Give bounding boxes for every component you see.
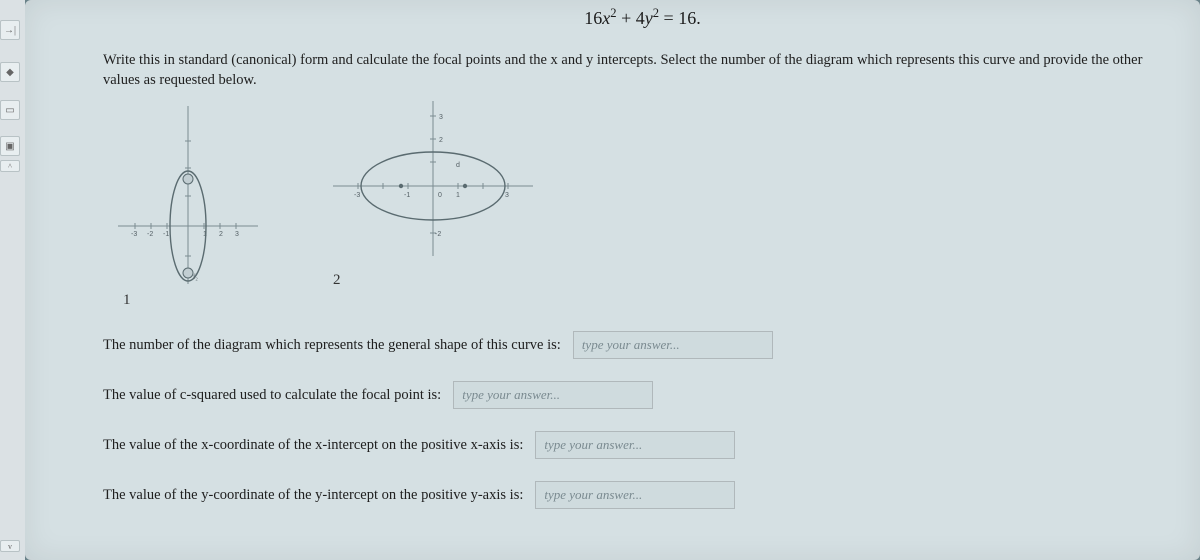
svg-text:-3: -3 (354, 192, 360, 199)
svg-text:-2: -2 (147, 231, 153, 238)
question-panel: 16x2 + 4y2 = 16. Write this in standard … (25, 0, 1200, 560)
ellipse-horizontal-svg: -3 -1 0 1 3 3 2 -2 d (323, 96, 543, 266)
browser-sidebar: →| ◆ ▭ ▣ ^ v (0, 0, 25, 560)
question-3-row: The value of the x-coordinate of the x-i… (103, 431, 1182, 459)
diagram-row: -3 -2 -1 1 2 3 f₂ 1 (113, 96, 1182, 309)
question-1-text: The number of the diagram which represen… (103, 337, 561, 354)
focus-point (183, 268, 193, 278)
question-2-row: The value of c-squared used to calculate… (103, 381, 1182, 409)
svg-text:-1: -1 (163, 231, 169, 238)
svg-text:1: 1 (456, 192, 460, 199)
question-1-row: The number of the diagram which represen… (103, 331, 1182, 359)
svg-text:2: 2 (439, 137, 443, 144)
nav-tab-icon[interactable]: →| (0, 20, 20, 40)
question-3-text: The value of the x-coordinate of the x-i… (103, 437, 523, 454)
focus-point (183, 174, 193, 184)
diagram-2: -3 -1 0 1 3 3 2 -2 d 2 (323, 96, 543, 309)
svg-text:3: 3 (439, 114, 443, 121)
nav-tab-icon[interactable]: ▣ (0, 136, 20, 156)
nav-tab-icon[interactable]: ^ (0, 160, 20, 172)
focus-point (463, 184, 467, 188)
equation-display: 16x2 + 4y2 = 16. (103, 6, 1182, 29)
answer-3-input[interactable] (535, 431, 735, 459)
ellipse-vertical-svg: -3-2-1 123 f₂ (113, 96, 263, 286)
answer-2-input[interactable] (453, 381, 653, 409)
nav-tab-icon[interactable]: ◆ (0, 62, 20, 82)
svg-text:2: 2 (219, 231, 223, 238)
svg-text:-1: -1 (404, 192, 410, 199)
diagram-1: -3-2-1 123 f₂ 1 (113, 96, 263, 309)
question-4-row: The value of the y-coordinate of the y-i… (103, 481, 1182, 509)
nav-tab-icon[interactable]: v (0, 540, 20, 552)
focus-point (399, 184, 403, 188)
svg-text:d: d (456, 162, 460, 169)
svg-text:3: 3 (235, 231, 239, 238)
svg-text:0: 0 (438, 192, 442, 199)
svg-text:3: 3 (505, 192, 509, 199)
question-4-text: The value of the y-coordinate of the y-i… (103, 487, 523, 504)
question-2-text: The value of c-squared used to calculate… (103, 387, 441, 404)
answer-1-input[interactable] (573, 331, 773, 359)
nav-tab-icon[interactable]: ▭ (0, 100, 20, 120)
svg-text:f₂: f₂ (193, 273, 198, 281)
diagram-1-label: 1 (123, 292, 131, 309)
instruction-text: Write this in standard (canonical) form … (103, 51, 1182, 90)
svg-text:-2: -2 (435, 231, 441, 238)
svg-text:-3: -3 (131, 231, 137, 238)
answer-4-input[interactable] (535, 481, 735, 509)
diagram-2-label: 2 (333, 272, 341, 289)
question-content: 16x2 + 4y2 = 16. Write this in standard … (103, 0, 1182, 509)
